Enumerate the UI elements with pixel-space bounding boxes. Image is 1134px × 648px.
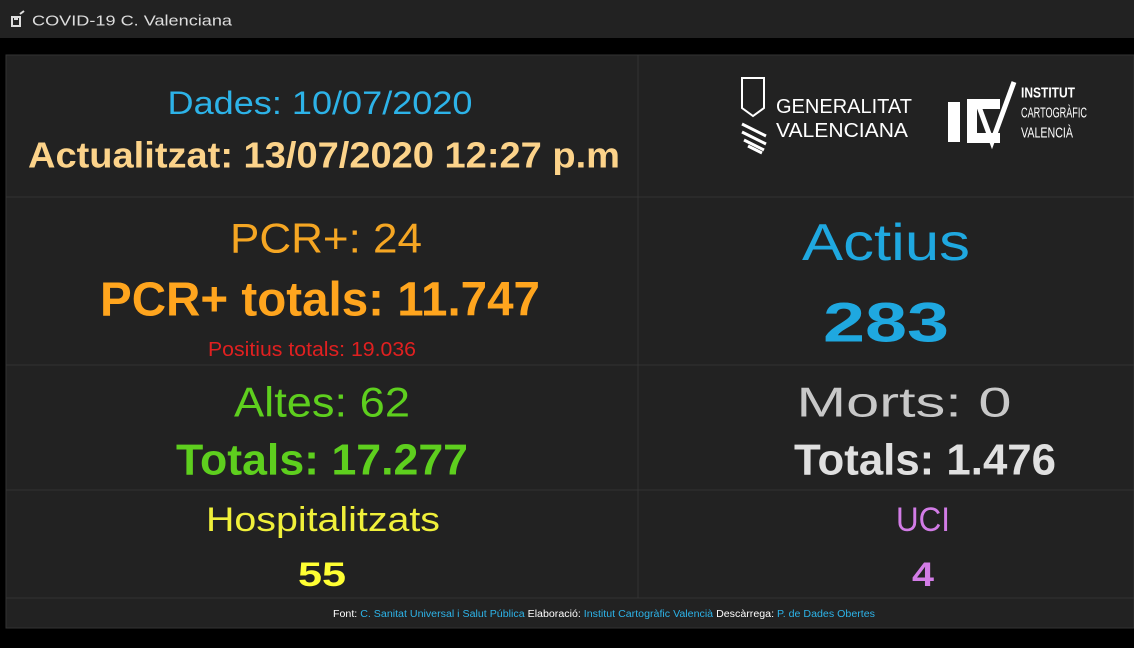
data-date: Dades: 10/07/2020 (168, 85, 473, 121)
cells (5, 54, 1134, 629)
generalitat-logo: GENERALITAT VALENCIANA (741, 77, 912, 155)
footer-label: Font: (333, 609, 357, 620)
footer-link[interactable]: Institut Cartogràfic Valencià (584, 609, 714, 620)
active-label: Actius (802, 214, 970, 272)
cell (637, 196, 1134, 366)
active-value: 283 (823, 291, 949, 354)
app-icon (11, 10, 25, 27)
cell (5, 489, 639, 599)
hospital-label: Hospitalitzats (206, 501, 440, 539)
logo-text: GENERALITAT (776, 96, 912, 118)
deaths-total: Totals: 1.476 (794, 436, 1056, 485)
cell (5, 54, 639, 198)
emblem (741, 77, 765, 118)
logo-c (967, 99, 1000, 143)
app-title: COVID-19 C. Valenciana (32, 13, 233, 30)
top-bar (0, 0, 1134, 38)
hospital-value: 55 (298, 556, 346, 594)
footer-cell (5, 597, 1134, 629)
cell (5, 364, 639, 491)
pcr-total: PCR+ totals: 11.747 (100, 274, 540, 327)
footer-label: Descàrrega: (716, 609, 774, 620)
logo-text: CARTOGRÀFIC (1021, 105, 1087, 122)
discharges-daily: Altes: 62 (234, 379, 410, 426)
cell (637, 489, 1134, 599)
pcr-daily: PCR+: 24 (230, 215, 422, 262)
discharges-total: Totals: 17.277 (176, 436, 468, 485)
cell (637, 364, 1134, 491)
logo-bar (948, 102, 960, 142)
footer: Font: C. Sanitat Universal i Salut Públi… (333, 609, 875, 620)
deaths-daily: Morts: 0 (797, 379, 1012, 426)
footer-link[interactable]: P. de Dades Obertes (777, 609, 875, 620)
icu-value: 4 (912, 556, 934, 594)
logo-v (975, 81, 1017, 150)
cell (5, 196, 639, 366)
footer-link[interactable]: C. Sanitat Universal i Salut Pública (360, 609, 525, 620)
emblem-stripes (741, 122, 767, 155)
icu-label: UCI (896, 501, 950, 539)
footer-label: Elaboració: (528, 609, 581, 620)
positives-total: Positius totals: 19.036 (208, 339, 416, 361)
icv-logo: INSTITUT CARTOGRÀFIC VALENCIÀ (948, 81, 1087, 150)
logo-text: VALENCIÀ (1021, 125, 1073, 142)
cell (637, 54, 1134, 198)
logo-text: INSTITUT (1021, 85, 1075, 102)
logo-text: VALENCIANA (776, 120, 909, 142)
updated-date: Actualitzat: 13/07/2020 12:27 p.m (28, 135, 620, 176)
